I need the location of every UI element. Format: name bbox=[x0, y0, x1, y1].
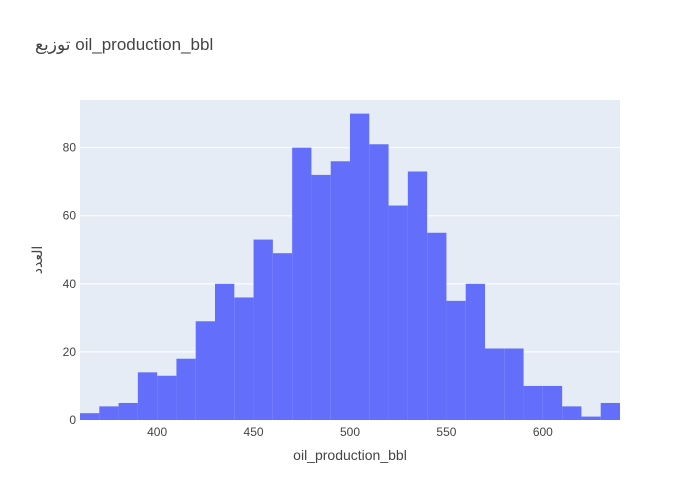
histogram-bar bbox=[311, 174, 331, 420]
histogram-bar bbox=[600, 402, 620, 420]
histogram-bar bbox=[234, 297, 254, 420]
y-tick-label: 40 bbox=[63, 277, 77, 291]
histogram-bar bbox=[369, 144, 389, 421]
histogram-bar bbox=[215, 283, 235, 420]
y-tick-label: 60 bbox=[63, 209, 77, 223]
x-axis-ticks: 400 450 500 550 600 bbox=[147, 425, 553, 439]
histogram-bar bbox=[485, 348, 505, 420]
histogram-bar bbox=[446, 300, 466, 420]
histogram-bar bbox=[330, 161, 350, 420]
x-tick-label: 500 bbox=[340, 425, 360, 439]
x-tick-label: 550 bbox=[436, 425, 456, 439]
histogram-bar bbox=[465, 283, 485, 420]
y-tick-label: 80 bbox=[63, 141, 77, 155]
histogram-bar bbox=[350, 113, 370, 421]
histogram-bar bbox=[581, 416, 601, 420]
y-tick-label: 0 bbox=[69, 413, 76, 427]
x-tick-label: 600 bbox=[533, 425, 553, 439]
x-tick-label: 450 bbox=[244, 425, 264, 439]
histogram-bar bbox=[137, 372, 158, 420]
histogram-bar bbox=[99, 406, 119, 420]
histogram-bar bbox=[157, 375, 177, 420]
histogram-bar bbox=[253, 239, 273, 420]
y-axis-label: العدد bbox=[29, 246, 45, 275]
histogram-bar bbox=[504, 348, 524, 420]
y-axis-ticks: 0 20 40 60 80 bbox=[63, 141, 77, 427]
histogram-bars bbox=[80, 113, 620, 421]
histogram-bar bbox=[427, 232, 447, 420]
histogram-bar bbox=[542, 385, 563, 420]
histogram-bar bbox=[523, 385, 543, 420]
histogram-bar bbox=[272, 253, 293, 420]
histogram-bar bbox=[562, 406, 582, 420]
histogram-bar bbox=[407, 171, 428, 420]
x-axis-label: oil_production_bbl bbox=[293, 447, 407, 463]
histogram-bar bbox=[176, 358, 196, 420]
histogram-bar bbox=[195, 321, 215, 420]
histogram-bar bbox=[80, 413, 100, 420]
histogram-bar bbox=[118, 402, 138, 420]
histogram-bar bbox=[292, 147, 312, 420]
y-tick-label: 20 bbox=[63, 345, 77, 359]
histogram-bar bbox=[388, 205, 408, 420]
x-tick-label: 400 bbox=[147, 425, 167, 439]
chart-title: توزيع oil_production_bbl bbox=[35, 35, 213, 55]
